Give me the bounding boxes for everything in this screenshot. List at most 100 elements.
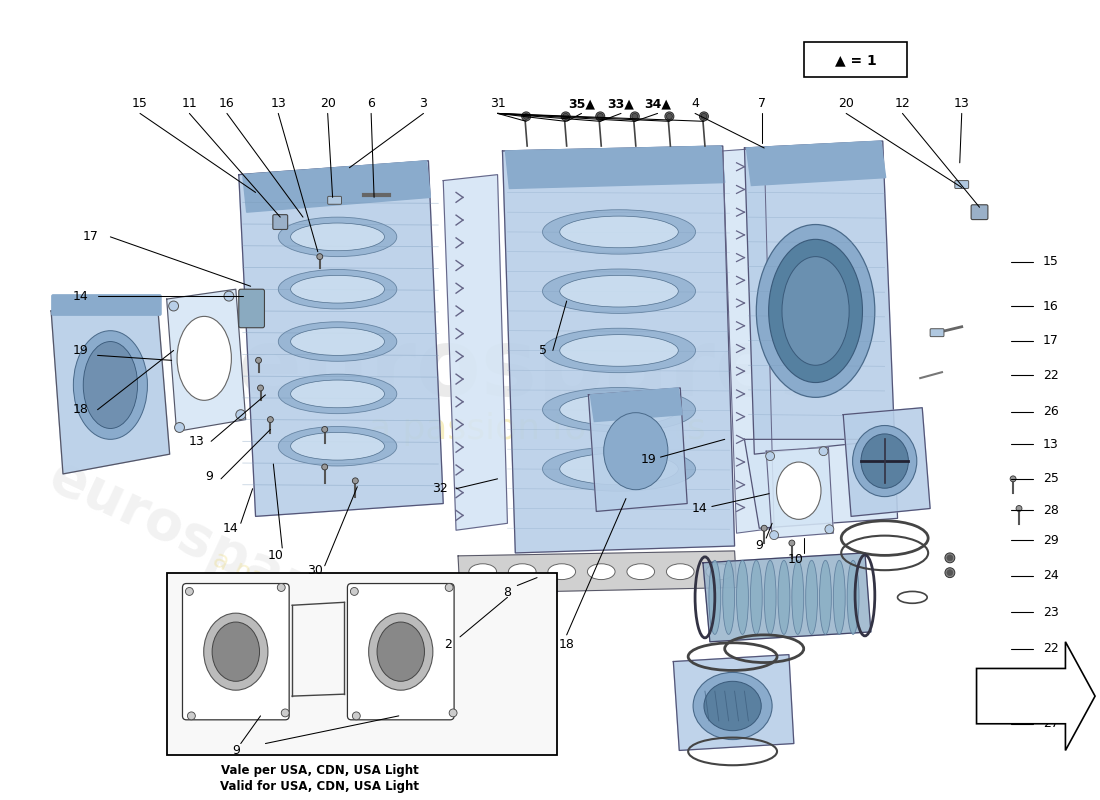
FancyBboxPatch shape <box>955 181 969 189</box>
Text: 15: 15 <box>1043 255 1058 268</box>
Text: 13: 13 <box>188 435 205 448</box>
Ellipse shape <box>708 560 720 634</box>
Text: 8: 8 <box>504 586 512 599</box>
Ellipse shape <box>235 410 245 419</box>
Text: 26: 26 <box>1043 405 1058 418</box>
Text: eurospares: eurospares <box>239 324 836 416</box>
Text: 30: 30 <box>307 564 322 577</box>
Text: 3: 3 <box>419 97 428 110</box>
Text: 14: 14 <box>223 522 239 534</box>
Text: 22: 22 <box>1043 642 1058 655</box>
Ellipse shape <box>224 291 234 301</box>
Ellipse shape <box>317 254 322 259</box>
Text: 24: 24 <box>1043 569 1058 582</box>
Ellipse shape <box>560 453 679 485</box>
Text: 20: 20 <box>838 97 854 110</box>
Ellipse shape <box>449 709 458 717</box>
Text: 9: 9 <box>756 539 763 553</box>
Ellipse shape <box>587 564 615 579</box>
Text: 13: 13 <box>954 97 969 110</box>
Polygon shape <box>588 388 688 511</box>
Ellipse shape <box>542 328 695 373</box>
Text: 31: 31 <box>490 97 505 110</box>
Text: 5: 5 <box>539 344 547 357</box>
Ellipse shape <box>847 560 859 634</box>
Text: 7: 7 <box>758 97 767 110</box>
Ellipse shape <box>290 380 385 408</box>
Text: 12: 12 <box>894 97 911 110</box>
Ellipse shape <box>664 112 674 121</box>
Polygon shape <box>443 174 507 530</box>
Ellipse shape <box>290 275 385 303</box>
Polygon shape <box>591 388 682 422</box>
Ellipse shape <box>701 114 707 119</box>
Ellipse shape <box>257 385 264 391</box>
Ellipse shape <box>290 328 385 355</box>
Ellipse shape <box>561 112 570 121</box>
Bar <box>804 42 908 77</box>
Polygon shape <box>239 161 443 516</box>
Ellipse shape <box>542 210 695 254</box>
Polygon shape <box>703 553 871 642</box>
Text: 10: 10 <box>267 550 284 562</box>
Text: 34▲: 34▲ <box>644 97 671 110</box>
Polygon shape <box>503 146 735 553</box>
Text: 2: 2 <box>444 638 452 651</box>
Text: 11: 11 <box>182 97 197 110</box>
Ellipse shape <box>542 269 695 314</box>
Ellipse shape <box>278 374 397 414</box>
Ellipse shape <box>631 114 638 119</box>
Ellipse shape <box>770 530 779 539</box>
Ellipse shape <box>596 112 605 121</box>
Text: a passion for parts: a passion for parts <box>368 413 705 446</box>
Text: 16: 16 <box>219 97 234 110</box>
Text: 15: 15 <box>132 97 148 110</box>
Ellipse shape <box>700 112 708 121</box>
Ellipse shape <box>820 560 832 634</box>
Ellipse shape <box>542 446 695 491</box>
Ellipse shape <box>777 462 821 519</box>
Text: 4: 4 <box>691 97 698 110</box>
Text: 29: 29 <box>1043 534 1058 546</box>
Ellipse shape <box>945 568 955 578</box>
Ellipse shape <box>290 223 385 250</box>
Ellipse shape <box>825 525 834 534</box>
FancyBboxPatch shape <box>51 294 162 316</box>
Ellipse shape <box>560 334 679 366</box>
Bar <box>167 573 557 755</box>
Ellipse shape <box>168 301 178 311</box>
Ellipse shape <box>1016 506 1022 511</box>
Ellipse shape <box>524 114 529 119</box>
Ellipse shape <box>548 564 575 579</box>
Polygon shape <box>745 141 894 454</box>
Text: 25: 25 <box>1043 472 1058 486</box>
Ellipse shape <box>352 478 359 484</box>
Ellipse shape <box>290 433 385 460</box>
Ellipse shape <box>74 330 147 439</box>
Text: Valid for USA, CDN, USA Light: Valid for USA, CDN, USA Light <box>220 781 419 794</box>
Text: 9: 9 <box>206 470 213 483</box>
Ellipse shape <box>693 673 772 739</box>
Ellipse shape <box>761 526 767 531</box>
Ellipse shape <box>704 682 761 730</box>
Ellipse shape <box>852 426 916 497</box>
FancyBboxPatch shape <box>183 583 289 720</box>
Text: a passion for parts: a passion for parts <box>209 547 431 667</box>
Text: 22: 22 <box>1043 369 1058 382</box>
Ellipse shape <box>805 560 817 634</box>
Text: 19: 19 <box>73 344 89 357</box>
Ellipse shape <box>255 358 262 363</box>
Ellipse shape <box>212 622 260 682</box>
Ellipse shape <box>563 114 569 119</box>
Ellipse shape <box>321 464 328 470</box>
Ellipse shape <box>737 560 748 634</box>
FancyBboxPatch shape <box>348 583 454 720</box>
Ellipse shape <box>861 434 909 488</box>
Ellipse shape <box>175 422 185 433</box>
Ellipse shape <box>278 217 397 257</box>
Ellipse shape <box>277 583 285 591</box>
Text: 13: 13 <box>271 97 286 110</box>
Text: 13: 13 <box>1043 438 1058 450</box>
Ellipse shape <box>778 560 790 634</box>
FancyBboxPatch shape <box>273 214 288 230</box>
